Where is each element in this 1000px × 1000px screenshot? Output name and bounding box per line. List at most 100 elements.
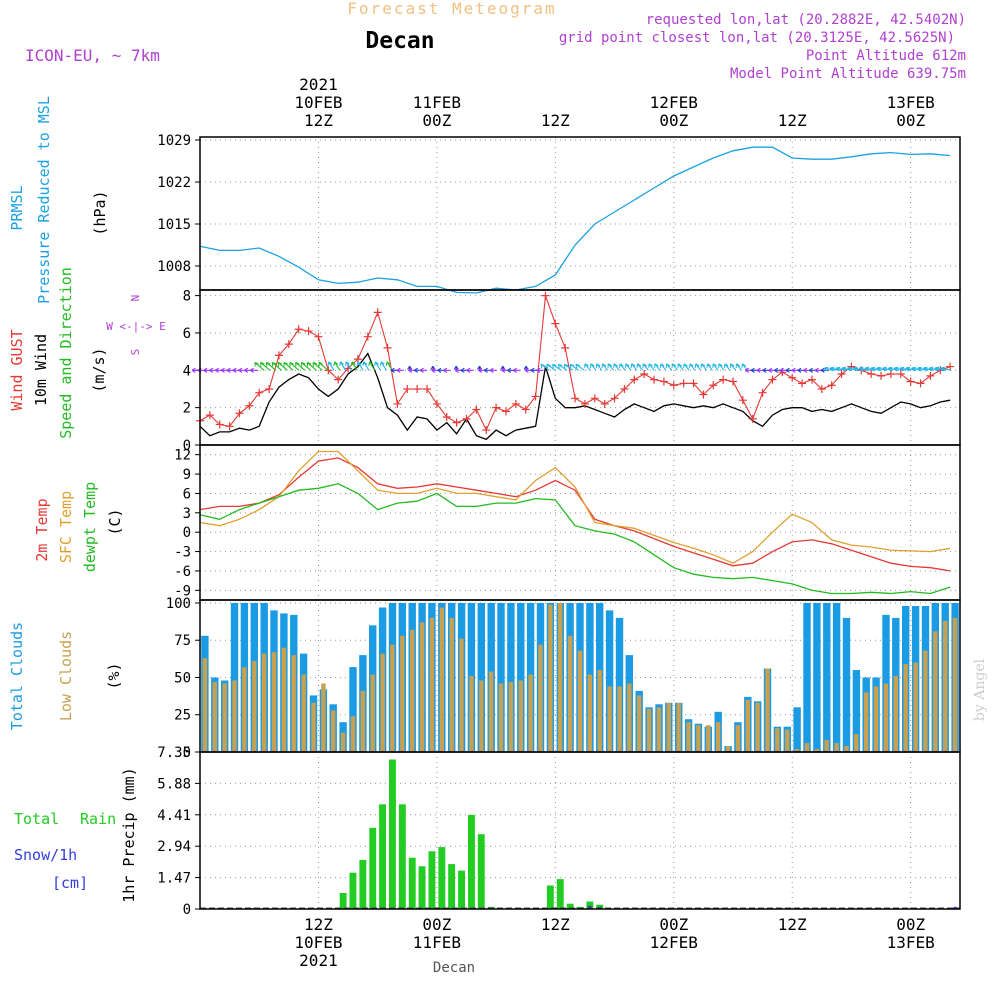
low-cloud-bar [410,629,415,752]
wind-direction-arrow [723,363,731,371]
wind-direction-arrow [327,361,335,371]
wind-direction-arrow [718,363,725,371]
low-cloud-bar [765,668,770,752]
wind-direction-arrow [379,361,387,371]
bottom-time-label-line: 12Z [541,915,570,934]
top-time-label-line: 00Z [422,111,451,130]
arrow-head [546,363,551,369]
low-cloud-bar [311,702,316,752]
wind-direction-arrow [333,361,341,371]
rain-bar [428,851,436,909]
bottom-time-label: 12Z [541,915,570,934]
gust-marker [501,407,510,416]
arrow-head [478,367,483,373]
total-cloud-bar [517,603,525,752]
arrow-head [864,366,870,372]
arrow-shaft [923,367,934,371]
gust-marker [867,370,876,379]
arrow-head [283,361,288,367]
rain-bar [359,859,367,909]
low-cloud-bar [538,644,543,752]
arrow-head [729,363,735,368]
arrow-shaft [876,367,888,371]
gust-marker [403,384,412,393]
model-label: ICON-EU, ~ 7km [25,46,160,65]
low-cloud-bar [498,683,504,752]
arrow-head [300,361,306,367]
arrow-head [893,366,899,372]
gust-marker [669,381,678,390]
low-cloud-bar [952,617,958,752]
gust-marker [432,399,441,408]
arrow-head [536,367,541,373]
low-cloud-bar [587,674,592,752]
wind-direction-arrow [575,363,585,371]
wind-direction-arrow [396,367,404,373]
low-cloud-bar [735,725,741,752]
wind-direction-arrow [536,367,544,373]
low-cloud-bar [873,686,879,752]
gust-marker [788,373,797,382]
compass-s: S [129,349,142,356]
arrow-head [774,367,779,373]
wind-direction-arrow [683,363,690,371]
arrow-shaft [345,361,352,371]
arrow-shaft [334,361,341,371]
arrow-shaft [374,361,381,371]
low-cloud-bar [943,620,948,752]
arrow-head [803,367,808,373]
low-cloud-bar [528,674,533,752]
wind-direction-arrow [893,366,905,372]
wind-direction-arrow [905,366,917,372]
arrow-head [718,363,723,368]
arrow-head [584,363,589,368]
gust-marker [807,375,816,384]
arrow-head [876,366,881,372]
arrow-shaft [271,362,282,371]
low-cloud-bar [252,661,257,752]
low-cloud-bar [834,743,839,752]
low-cloud-bar [370,674,375,752]
clouds-panel: 0 25 50 75 100 [166,596,961,761]
wind-direction-arrow [671,363,678,371]
pressure-msl-label: Pressure Reduced to MSL [35,96,53,304]
wind-direction-arrow [312,361,323,371]
low-cloud-bar [429,617,435,752]
low-cloud-bar [607,686,612,752]
gust-marker [353,355,362,364]
top-time-label: 12Z [541,111,570,130]
wind-direction-arrow [356,361,364,371]
gust-marker [423,384,432,393]
gust-marker [551,319,560,328]
wind-direction-arrow [735,363,743,371]
wind-direction-arrow [385,361,393,371]
low-cloud-bar [291,655,296,752]
wind-direction-arrow [283,361,294,371]
low-cloud-bar [696,725,701,752]
arrow-head [530,367,535,373]
low-cloud-bar [212,682,217,752]
arrow-shaft [882,367,894,371]
arrow-shaft [328,361,335,371]
rain-bar [379,804,386,909]
gust-marker [452,418,461,427]
wind-gust-label: Wind GUST [8,329,26,410]
arrow-head [820,367,825,373]
temperature-panel: -9 -6 -3 0 3 6 9 12 [174,444,961,601]
gust-marker [630,375,639,384]
gust-marker [571,394,580,403]
wind-direction-arrow [712,363,719,371]
wind-panel: 0 2 4 6 8 [183,289,961,454]
arrow-shaft [295,362,306,371]
low-cloud-bar [242,667,247,752]
arrow-head [829,366,835,372]
gust-marker [561,343,570,352]
low-cloud-bar [755,702,760,752]
gust-marker [235,409,244,418]
wind-direction-arrow [295,361,306,371]
snow-label: Snow/1h [14,846,77,864]
arrow-shaft [289,362,300,371]
gust-marker [245,401,254,410]
